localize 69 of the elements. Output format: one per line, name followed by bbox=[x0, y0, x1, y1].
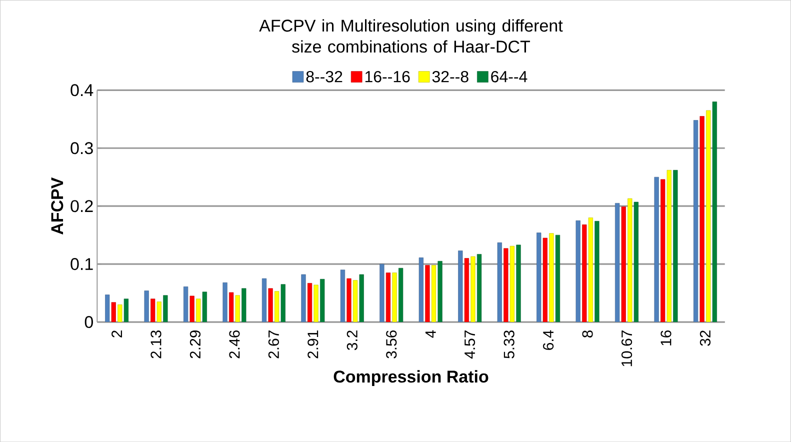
bar bbox=[346, 278, 352, 322]
bar bbox=[184, 286, 188, 322]
x-tick-label: 2.46 bbox=[229, 330, 240, 358]
bar bbox=[222, 282, 228, 322]
x-tick-label: 6.4 bbox=[543, 330, 554, 350]
bar bbox=[621, 206, 626, 322]
x-tick-label: 2.67 bbox=[268, 330, 279, 358]
x-tick-label: 4.57 bbox=[464, 330, 476, 359]
bar bbox=[458, 250, 463, 322]
x-tick-label: 10.67 bbox=[621, 330, 632, 366]
bar bbox=[464, 258, 469, 322]
x-tick-label: 32 bbox=[700, 330, 711, 346]
y-tick-label: 0.2 bbox=[70, 200, 93, 212]
bar bbox=[536, 232, 542, 322]
y-axis-title: AFCPV bbox=[51, 177, 64, 234]
x-tick-label: 8 bbox=[582, 330, 593, 338]
x-tick-label: 3.2 bbox=[346, 330, 358, 350]
y-tick-label: 0.1 bbox=[70, 258, 93, 270]
x-tick-label: 16 bbox=[660, 330, 672, 346]
bar bbox=[693, 120, 698, 322]
bar bbox=[418, 257, 424, 322]
bar bbox=[301, 274, 306, 322]
bar bbox=[497, 242, 502, 322]
legend-label: 64--4 bbox=[491, 70, 528, 82]
bar bbox=[615, 202, 620, 322]
bar bbox=[163, 295, 168, 322]
x-axis-title: Compression Ratio bbox=[334, 370, 488, 386]
bar bbox=[268, 288, 273, 322]
chart-title: AFCPV in Multiresolution using different size combinations of Haar-DCT bbox=[259, 19, 563, 53]
x-tick-label: 2.29 bbox=[190, 330, 201, 358]
bar bbox=[576, 220, 580, 322]
bar bbox=[542, 238, 548, 322]
bar bbox=[470, 256, 476, 322]
bar bbox=[111, 302, 116, 322]
bar bbox=[549, 233, 554, 322]
bar bbox=[504, 248, 508, 322]
y-tick-label: 0 bbox=[84, 316, 93, 328]
bar bbox=[673, 170, 678, 322]
bar bbox=[190, 296, 194, 322]
x-tick-label: 3.56 bbox=[386, 330, 397, 358]
y-tick-label: 0.3 bbox=[70, 142, 93, 154]
bar bbox=[229, 292, 234, 322]
y-tick-label: 0.4 bbox=[70, 84, 94, 96]
legend-label: 16--16 bbox=[365, 70, 410, 82]
bar bbox=[314, 284, 318, 322]
bar bbox=[386, 272, 391, 322]
bar bbox=[425, 264, 430, 322]
bar bbox=[660, 179, 666, 322]
bar bbox=[150, 298, 156, 322]
bar bbox=[307, 282, 312, 322]
x-tick-label: 2.13 bbox=[150, 330, 162, 358]
bar bbox=[516, 244, 521, 322]
legend-label: 8--32 bbox=[306, 70, 342, 82]
legend-label: 32--8 bbox=[432, 70, 468, 82]
bar bbox=[700, 116, 704, 322]
bar bbox=[340, 270, 346, 322]
bar bbox=[380, 264, 384, 322]
bar bbox=[262, 278, 267, 322]
bar bbox=[438, 260, 442, 322]
x-tick-label: 2.91 bbox=[308, 330, 318, 358]
x-tick-label: 5.33 bbox=[504, 330, 514, 358]
x-tick-label: 2 bbox=[112, 330, 122, 338]
bar bbox=[654, 176, 659, 322]
x-tick-label: 4 bbox=[425, 330, 436, 338]
bar bbox=[144, 290, 149, 322]
bar bbox=[392, 272, 397, 322]
bar bbox=[594, 220, 600, 322]
bar bbox=[105, 294, 110, 322]
bar bbox=[582, 224, 587, 322]
